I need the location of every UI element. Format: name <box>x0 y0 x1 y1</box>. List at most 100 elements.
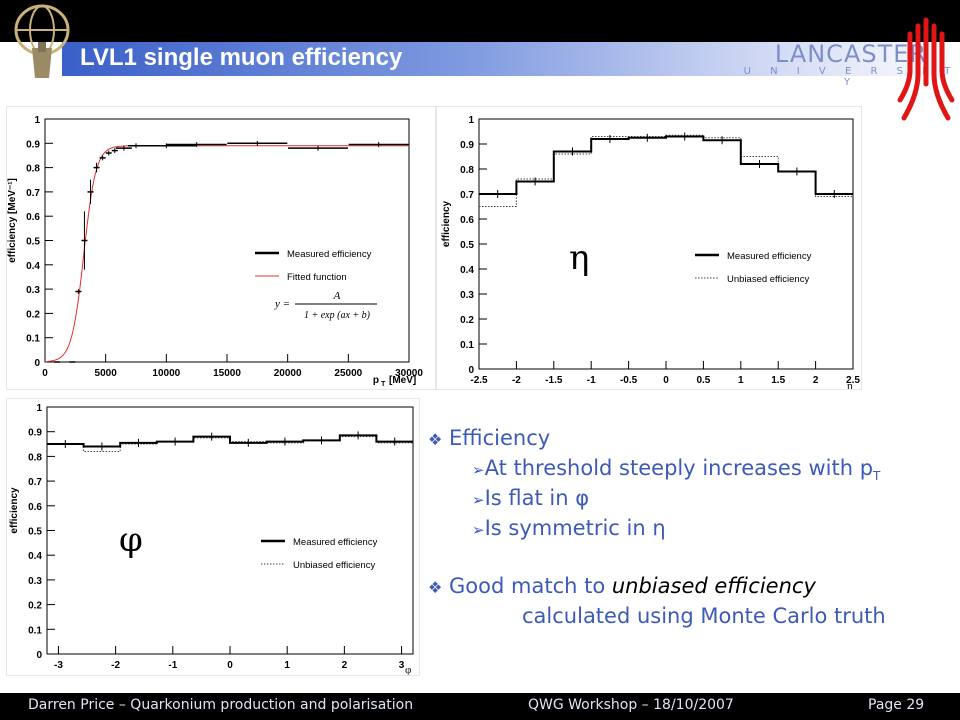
legend-label: Measured efficiency <box>287 249 372 260</box>
title-bar <box>62 42 960 76</box>
x-axis-label-subscript: T <box>381 381 386 388</box>
arrow-bullet-icon: ➢ <box>472 461 485 479</box>
x-tick-label: -3 <box>54 660 63 671</box>
top-bar <box>0 0 960 42</box>
y-tick-label: 0.8 <box>26 164 40 175</box>
footer-bar: Darren Price – Quarkonium production and… <box>0 693 960 720</box>
legend-label: Unbiased efficiency <box>727 274 809 285</box>
y-tick-label: 0.1 <box>28 625 42 636</box>
lancaster-emblem-icon <box>897 17 955 121</box>
y-axis-label: efficiency <box>441 200 452 247</box>
x-tick-label: 25000 <box>334 368 362 379</box>
x-tick-label: 0.5 <box>696 375 710 386</box>
arrow-bullet-icon: ➢ <box>472 521 485 539</box>
formula-denominator: 1 + exp (ax + b) <box>304 310 371 321</box>
y-tick-label: 0.6 <box>460 215 474 226</box>
y-tick-label: 0 <box>36 650 42 661</box>
bullet-continuation: calculated using Monte Carlo truth <box>522 604 886 628</box>
y-tick-label: 0.9 <box>28 428 42 439</box>
legend-label: Unbiased efficiency <box>293 560 375 571</box>
atlas-logo-icon <box>14 4 70 78</box>
y-tick-label: 0.5 <box>460 240 474 251</box>
y-tick-label: 0.7 <box>28 477 42 488</box>
diamond-bullet-icon: ❖ <box>428 578 443 597</box>
x-tick-label: -2 <box>512 375 521 386</box>
y-tick-label: 1 <box>468 115 474 126</box>
x-tick-label: 0 <box>42 368 48 379</box>
x-tick-label: 0 <box>227 660 233 671</box>
y-tick-label: 0.9 <box>460 140 474 151</box>
y-tick-label: 0.4 <box>26 261 40 272</box>
y-tick-label: 1 <box>36 403 42 414</box>
x-tick-label: 15000 <box>213 368 241 379</box>
y-tick-label: 0.6 <box>26 212 40 223</box>
bullet-text: Is flat in φ <box>484 486 590 510</box>
x-tick-label: -1 <box>587 375 596 386</box>
y-tick-label: 0.3 <box>28 576 42 587</box>
y-tick-label: 0.8 <box>28 452 42 463</box>
x-axis-label: φ <box>405 664 411 676</box>
x-tick-label: 10000 <box>152 368 180 379</box>
y-tick-label: 1 <box>34 115 40 126</box>
variable-symbol: φ <box>119 520 143 560</box>
y-tick-label: 0.7 <box>26 188 40 199</box>
x-tick-label: 0 <box>663 375 669 386</box>
x-tick-label: 2 <box>813 375 819 386</box>
chart-eta-efficiency: 0 0.1 0.2 0.3 0.4 0.5 0.6 0.7 0.8 0.9 1 -2.5 -2 -1.5 -… <box>436 106 862 390</box>
university-name: LANCASTER <box>774 40 928 68</box>
y-tick-label: 0.4 <box>28 551 42 562</box>
y-tick-label: 0.2 <box>460 315 474 326</box>
y-tick-label: 0.3 <box>460 290 474 301</box>
bullet-efficiency: ❖ Efficiency <box>428 426 550 450</box>
variable-symbol: η <box>569 238 589 278</box>
fitted-function-curve <box>45 145 409 363</box>
bullet-emphasis: unbiased efficiency <box>611 574 816 598</box>
bullet-threshold: ➢At threshold steeply increases with pT <box>472 456 880 483</box>
x-tick-label: 20000 <box>274 368 302 379</box>
formula-lhs: y = <box>274 298 290 310</box>
x-axis-label-unit: [MeV] <box>389 375 416 386</box>
plot-frame <box>478 118 854 370</box>
x-tick-label: 2 <box>342 660 348 671</box>
x-tick-label: 5000 <box>95 368 118 379</box>
x-tick-label: -2.5 <box>470 375 488 386</box>
x-tick-label: 30000 <box>395 368 423 379</box>
x-axis-label: η <box>847 380 853 390</box>
x-tick-label: 1.5 <box>771 375 785 386</box>
y-tick-label: 0.2 <box>28 601 42 612</box>
x-axis-label: p <box>373 375 379 386</box>
y-tick-label: 0.8 <box>460 165 474 176</box>
x-tick-label: 1 <box>738 375 744 386</box>
y-tick-label: 0.2 <box>26 309 40 320</box>
y-tick-label: 0.4 <box>460 265 474 276</box>
y-tick-label: 0.3 <box>26 285 40 296</box>
chart-pt-efficiency: 0 0.1 0.2 0.3 0.4 0.5 0.6 0.7 0.8 0.9 1 0 5000 10000 1… <box>6 106 436 390</box>
plot-frame <box>44 118 410 363</box>
footer-event: QWG Workshop – 18/10/2007 <box>528 697 734 713</box>
formula-numerator: A <box>333 290 341 302</box>
y-tick-label: 0.6 <box>28 502 42 513</box>
x-tick-label: -1.5 <box>545 375 563 386</box>
legend-label: Measured efficiency <box>727 251 812 262</box>
bullet-text: At threshold steeply increases with p <box>484 456 874 480</box>
x-tick-label: 3 <box>399 660 405 671</box>
x-tick-label: -0.5 <box>620 375 638 386</box>
bullet-text: Is symmetric in η <box>484 516 666 540</box>
bullet-text: Efficiency <box>449 426 551 450</box>
diamond-bullet-icon: ❖ <box>428 430 443 449</box>
legend-label: Fitted function <box>287 272 347 283</box>
footer-page: Page 29 <box>868 697 925 713</box>
bullet-good-match: ❖ Good match to unbiased efficiency <box>428 574 816 598</box>
y-tick-label: 0 <box>34 358 40 369</box>
legend-label: Measured efficiency <box>293 537 378 548</box>
y-axis-label: efficiency <box>9 487 20 534</box>
y-tick-label: 0.7 <box>460 190 474 201</box>
footer-author: Darren Price – Quarkonium production and… <box>28 697 414 713</box>
x-tick-label: 1 <box>284 660 290 671</box>
bullet-text: Good match to <box>449 574 612 598</box>
slide-title: LVL1 single muon efficiency <box>80 44 403 71</box>
arrow-bullet-icon: ➢ <box>472 491 485 509</box>
y-tick-label: 0.9 <box>26 139 40 150</box>
bullet-symmetric-eta: ➢Is symmetric in η <box>472 516 666 540</box>
measured-efficiency-line <box>47 434 413 448</box>
